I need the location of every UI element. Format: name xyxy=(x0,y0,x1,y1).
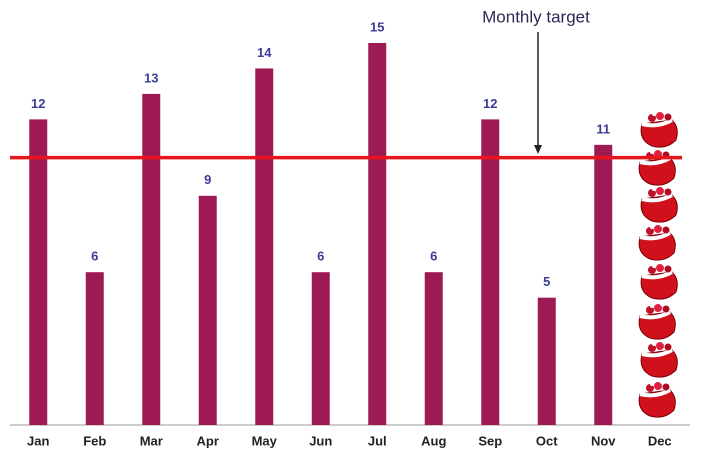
bar xyxy=(481,119,499,425)
value-label: 5 xyxy=(543,274,550,289)
x-tick-label: Jan xyxy=(27,433,49,448)
value-label: 12 xyxy=(483,96,497,111)
annotation: Monthly target xyxy=(482,7,590,26)
bar xyxy=(86,272,104,425)
value-label: 6 xyxy=(317,249,324,264)
x-tick-label: Oct xyxy=(536,433,558,448)
x-tick-label: Feb xyxy=(83,433,106,448)
x-tick-label: Aug xyxy=(421,433,446,448)
x-tick-label: May xyxy=(252,433,278,448)
bar xyxy=(255,68,273,425)
chart: Monthly target Jan 12 Feb 6 Mar 13 Apr 9 May 14 Ju… xyxy=(0,0,702,452)
annotation-arrowhead xyxy=(534,145,542,154)
value-label: 9 xyxy=(204,172,211,187)
bar xyxy=(199,196,217,425)
bar xyxy=(142,94,160,425)
x-tick-label: Jun xyxy=(309,433,332,448)
bar xyxy=(368,43,386,425)
x-tick-label: Mar xyxy=(140,433,163,448)
value-label: 12 xyxy=(31,96,45,111)
value-label: 11 xyxy=(596,121,610,136)
value-label: 6 xyxy=(91,249,98,264)
bar xyxy=(538,298,556,425)
bar xyxy=(594,145,612,425)
x-tick-label: Jul xyxy=(368,433,387,448)
value-label: 15 xyxy=(370,19,384,34)
value-label: 13 xyxy=(144,70,158,85)
value-label: 6 xyxy=(430,249,437,264)
bar xyxy=(312,272,330,425)
x-tick-label: Nov xyxy=(591,433,616,448)
x-tick-label: Apr xyxy=(197,433,219,448)
bar xyxy=(425,272,443,425)
bar xyxy=(29,119,47,425)
value-label: 14 xyxy=(257,45,272,60)
x-tick-label: Sep xyxy=(478,433,502,448)
x-tick-label: Dec xyxy=(648,433,672,448)
